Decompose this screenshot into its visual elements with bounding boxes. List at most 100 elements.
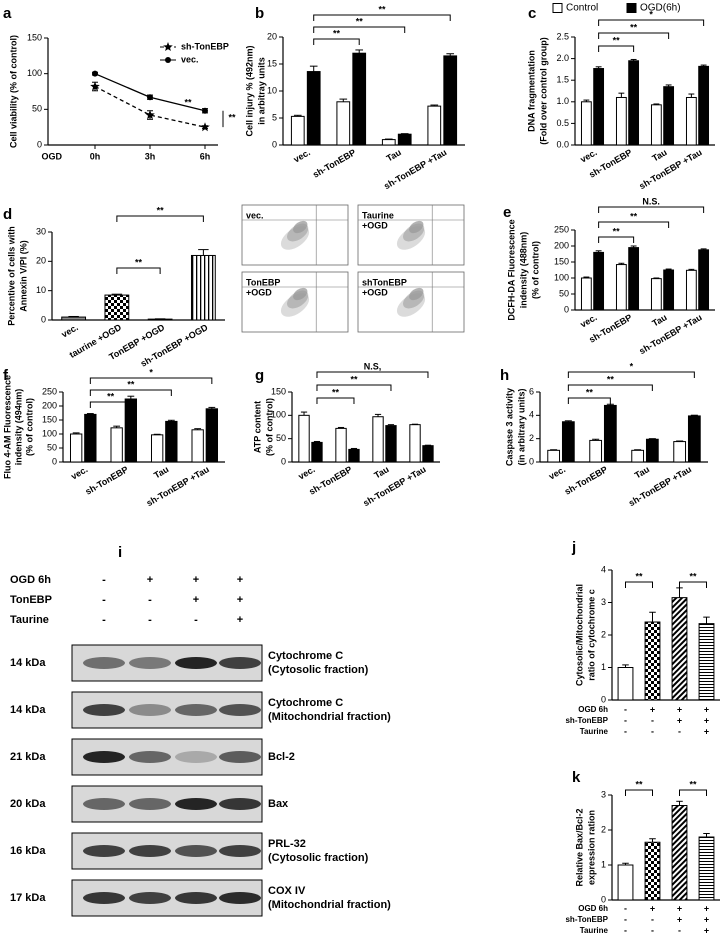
panel-letter: j [571, 539, 576, 556]
molecular-weight: 21 kDa [10, 751, 46, 763]
protein-name: (Cytosolic fraction) [268, 852, 369, 864]
y-axis-label: in arbitray units [256, 57, 266, 125]
x-tick-label: sh-TonEBP [563, 464, 609, 497]
blot-band [219, 657, 261, 669]
blot-band [83, 798, 125, 810]
bar [589, 439, 603, 463]
blot-band [83, 657, 125, 669]
bar [687, 415, 701, 463]
condition-value: - [624, 914, 627, 924]
y-tick-label: 3 [601, 597, 606, 607]
x-tick-label: Tau [385, 147, 403, 163]
annotation: ** [635, 571, 643, 581]
condition-value: + [237, 594, 243, 606]
blot-band [219, 751, 261, 763]
condition-value: + [677, 715, 682, 725]
blot-band [175, 845, 217, 857]
condition-value: - [651, 715, 654, 725]
x-tick-label: sh-TonEBP +Tau [637, 147, 703, 191]
condition-value: + [237, 614, 243, 626]
y-tick-label: 4 [529, 410, 534, 420]
bracket [598, 206, 705, 213]
annotation: ** [127, 379, 135, 389]
bracket [567, 384, 653, 391]
blot-band [175, 892, 217, 904]
y-tick-label: 1.5 [556, 75, 569, 85]
bar [580, 277, 592, 311]
condition-name: OGD 6h [578, 705, 608, 714]
bar [644, 841, 661, 901]
y-tick-label: 0.5 [556, 118, 569, 128]
bar [698, 836, 715, 901]
y-tick-label: 0 [272, 139, 277, 149]
y-tick-label: 200 [42, 400, 57, 410]
y-tick-label: 2.0 [556, 53, 569, 63]
protein-name: (Cytosolic fraction) [268, 664, 369, 676]
panel-letter: i [118, 544, 122, 561]
y-tick-label: 1 [601, 859, 606, 869]
x-tick-label: Tau [633, 464, 651, 480]
y-tick-label: 20 [267, 31, 277, 41]
bar [381, 139, 396, 146]
annotation: ** [689, 571, 697, 581]
y-tick-label: 0 [41, 314, 46, 324]
condition-value: - [148, 594, 152, 606]
y-tick-label: 20 [36, 256, 46, 266]
condition-value: - [194, 614, 198, 626]
flow-label: +OGD [362, 220, 388, 230]
condition-value: + [237, 574, 243, 586]
bar [205, 408, 219, 463]
condition-value: - [148, 614, 152, 626]
y-tick-label: 50 [47, 442, 57, 452]
y-axis-label: (% of control) [264, 398, 274, 456]
annotation: ** [332, 387, 340, 397]
condition-name: OGD 6h [578, 904, 608, 913]
condition-value: + [704, 726, 709, 736]
cell-cloud [409, 220, 424, 234]
panel-letter: e [503, 204, 511, 221]
bracket [313, 38, 360, 45]
x-tick-label: vec. [60, 322, 80, 339]
x-tick-label: sh-TonEBP +Tau [637, 312, 703, 356]
bar [190, 254, 216, 321]
y-axis-label: ratio of cytochrome c [586, 589, 596, 681]
annotation: * [649, 9, 653, 19]
annotation: ** [356, 16, 364, 26]
annotation: ** [350, 374, 358, 384]
bar [290, 115, 305, 146]
condition-name: Taurine [580, 926, 609, 935]
panel-letter: d [3, 206, 12, 223]
bar [645, 438, 659, 463]
bracket [316, 384, 392, 391]
bar [69, 433, 83, 463]
y-axis-label: DNA fragmentation [526, 50, 536, 132]
y-tick-label: 2 [601, 824, 606, 834]
condition-value: + [677, 903, 682, 913]
condition-value: + [677, 704, 682, 714]
condition-value: + [704, 715, 709, 725]
panel-letter: f [3, 367, 9, 384]
flow-label: +OGD [362, 287, 388, 297]
x-tick-label: sh-TonEBP [84, 464, 130, 497]
y-tick-label: 10 [36, 285, 46, 295]
bar [628, 247, 640, 311]
blot-band [175, 657, 217, 669]
panel-letter: c [528, 5, 536, 22]
flow-label: TonEBP [246, 277, 280, 287]
bracket [598, 221, 670, 228]
legend-label: vec. [181, 54, 199, 64]
bar [150, 434, 164, 463]
panel-letter: h [500, 367, 509, 384]
blot-band [219, 704, 261, 716]
legend-marker [163, 42, 173, 51]
marker [202, 107, 208, 114]
bar [298, 414, 310, 463]
bar [124, 398, 138, 463]
flow-label: vec. [246, 210, 264, 220]
bar [663, 269, 675, 311]
annotation: ** [613, 226, 621, 236]
annotation: ** [586, 387, 594, 397]
x-tick-label: vec. [297, 464, 317, 481]
